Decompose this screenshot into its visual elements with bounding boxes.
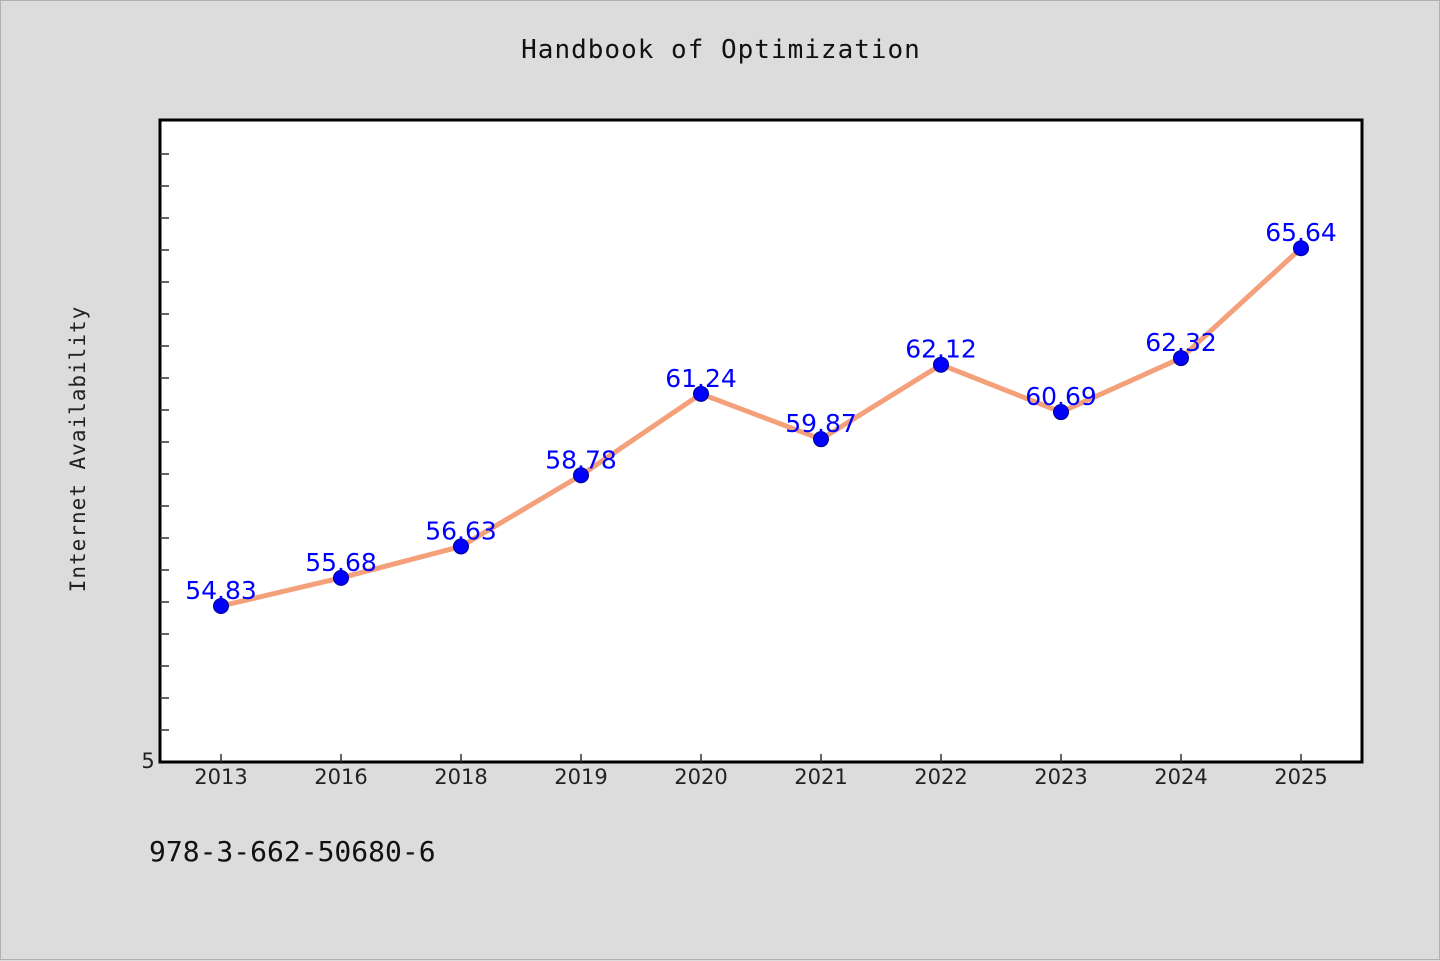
x-tick-label: 2013 <box>194 765 247 789</box>
x-tick-label: 2025 <box>1274 765 1327 789</box>
data-label: 62.32 <box>1145 328 1217 357</box>
x-axis-ticks <box>220 754 1302 762</box>
data-label: 58.78 <box>545 445 617 474</box>
data-point <box>213 598 229 614</box>
x-tick-label: 2021 <box>794 765 847 789</box>
data-point <box>573 467 589 484</box>
data-labels: 54.83 55.68 56.63 58.78 61.24 59.87 62.12 60.69… <box>185 218 1337 605</box>
series-markers <box>213 240 1309 614</box>
data-point <box>813 431 829 448</box>
data-label: 56.63 <box>425 516 497 545</box>
x-tick-label: 2022 <box>914 765 967 789</box>
x-axis-tick-labels: 2013 2016 2018 2019 2020 2021 2022 2023 2024 2025 <box>194 765 1327 789</box>
plot-area <box>158 118 1364 764</box>
data-label: 62.12 <box>905 335 977 364</box>
series-line <box>218 245 1304 609</box>
data-point <box>693 385 709 402</box>
data-point <box>1173 350 1189 367</box>
data-point <box>1053 404 1069 421</box>
data-label: 61.24 <box>665 364 737 393</box>
data-point <box>1293 240 1309 257</box>
data-point <box>453 538 469 555</box>
data-label: 55.68 <box>305 548 377 577</box>
data-label: 59.87 <box>785 409 857 438</box>
isbn-text: 978-3-662-50680-6 <box>149 835 436 868</box>
x-tick-label: 2024 <box>1154 765 1207 789</box>
data-label: 54.83 <box>185 576 257 605</box>
y-tick-label: 5 <box>141 749 154 773</box>
data-label: 60.69 <box>1025 382 1097 411</box>
x-tick-label: 2019 <box>554 765 607 789</box>
data-point <box>933 356 949 373</box>
y-axis-ticks <box>160 153 169 731</box>
x-tick-label: 2016 <box>314 765 367 789</box>
data-point <box>333 569 349 586</box>
data-label: 65.64 <box>1265 218 1337 247</box>
chart-title: Handbook of Optimization <box>521 35 921 65</box>
x-tick-label: 2023 <box>1034 765 1087 789</box>
x-tick-label: 2020 <box>674 765 727 789</box>
x-tick-label: 2018 <box>434 765 487 789</box>
